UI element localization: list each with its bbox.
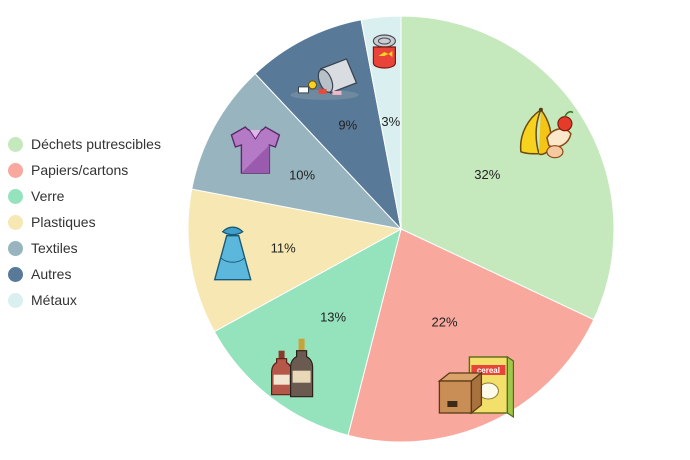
plastic-bag-icon — [213, 226, 252, 281]
pie-slice-0[interactable] — [400, 15, 615, 321]
legend-swatch-dechets-putrescibles — [8, 136, 23, 152]
legend: Déchets putrescibles Papiers/cartons Ver… — [8, 131, 161, 313]
pie-slice-4[interactable] — [191, 73, 403, 230]
legend-label-textiles: Textiles — [31, 240, 78, 256]
legend-swatch-verre — [8, 188, 23, 204]
slice-label-autres: 9% — [338, 118, 357, 133]
legend-swatch-metaux — [8, 292, 23, 308]
tin-can-icon — [372, 34, 396, 69]
legend-label-papiers-cartons: Papiers/cartons — [31, 162, 129, 178]
slice-labels: 32% 22% 13% 11% 10% 9% 3% — [271, 114, 501, 330]
pie-slices — [187, 15, 615, 443]
legend-swatch-plastiques — [8, 214, 23, 230]
legend-label-autres: Autres — [31, 266, 72, 282]
legend-swatch-textiles — [8, 240, 23, 256]
legend-item-verre[interactable]: Verre — [8, 183, 161, 209]
pie-slice-1[interactable] — [347, 228, 595, 443]
legend-label-dechets-putrescibles: Déchets putrescibles — [31, 136, 161, 152]
legend-item-textiles[interactable]: Textiles — [8, 235, 161, 261]
slice-label-plastiques: 11% — [271, 241, 296, 256]
slice-label-dechets-putrescibles: 32% — [474, 167, 500, 182]
pie-slice-2[interactable] — [213, 228, 402, 436]
t-shirt-icon — [230, 126, 281, 174]
legend-item-plastiques[interactable]: Plastiques — [8, 209, 161, 235]
legend-swatch-papiers-cartons — [8, 162, 23, 178]
slice-label-verre: 13% — [320, 310, 346, 325]
slice-label-papiers-cartons: 22% — [431, 315, 457, 330]
legend-item-metaux[interactable]: Métaux — [8, 287, 161, 313]
slice-icons: cereal — [213, 34, 574, 419]
legend-item-autres[interactable]: Autres — [8, 261, 161, 287]
legend-label-metaux: Métaux — [31, 292, 77, 308]
legend-item-dechets-putrescibles[interactable]: Déchets putrescibles — [8, 131, 161, 157]
tipped-trash-can-icon — [290, 58, 359, 100]
cereal-box-and-cardboard-icon: cereal — [437, 355, 514, 419]
slice-label-metaux: 3% — [381, 114, 400, 129]
legend-label-verre: Verre — [31, 188, 65, 204]
legend-item-papiers-cartons[interactable]: Papiers/cartons — [8, 157, 161, 183]
legend-label-plastiques: Plastiques — [31, 214, 96, 230]
legend-swatch-autres — [8, 266, 23, 282]
slice-label-textiles: 10% — [289, 168, 315, 183]
fruit-peel-icon — [519, 107, 574, 159]
glass-bottles-icon — [271, 338, 314, 398]
pie-slice-3[interactable] — [187, 188, 403, 333]
svg-text:cereal: cereal — [477, 366, 500, 375]
pie-slice-6[interactable] — [360, 15, 402, 230]
pie-slice-5[interactable] — [254, 19, 402, 231]
